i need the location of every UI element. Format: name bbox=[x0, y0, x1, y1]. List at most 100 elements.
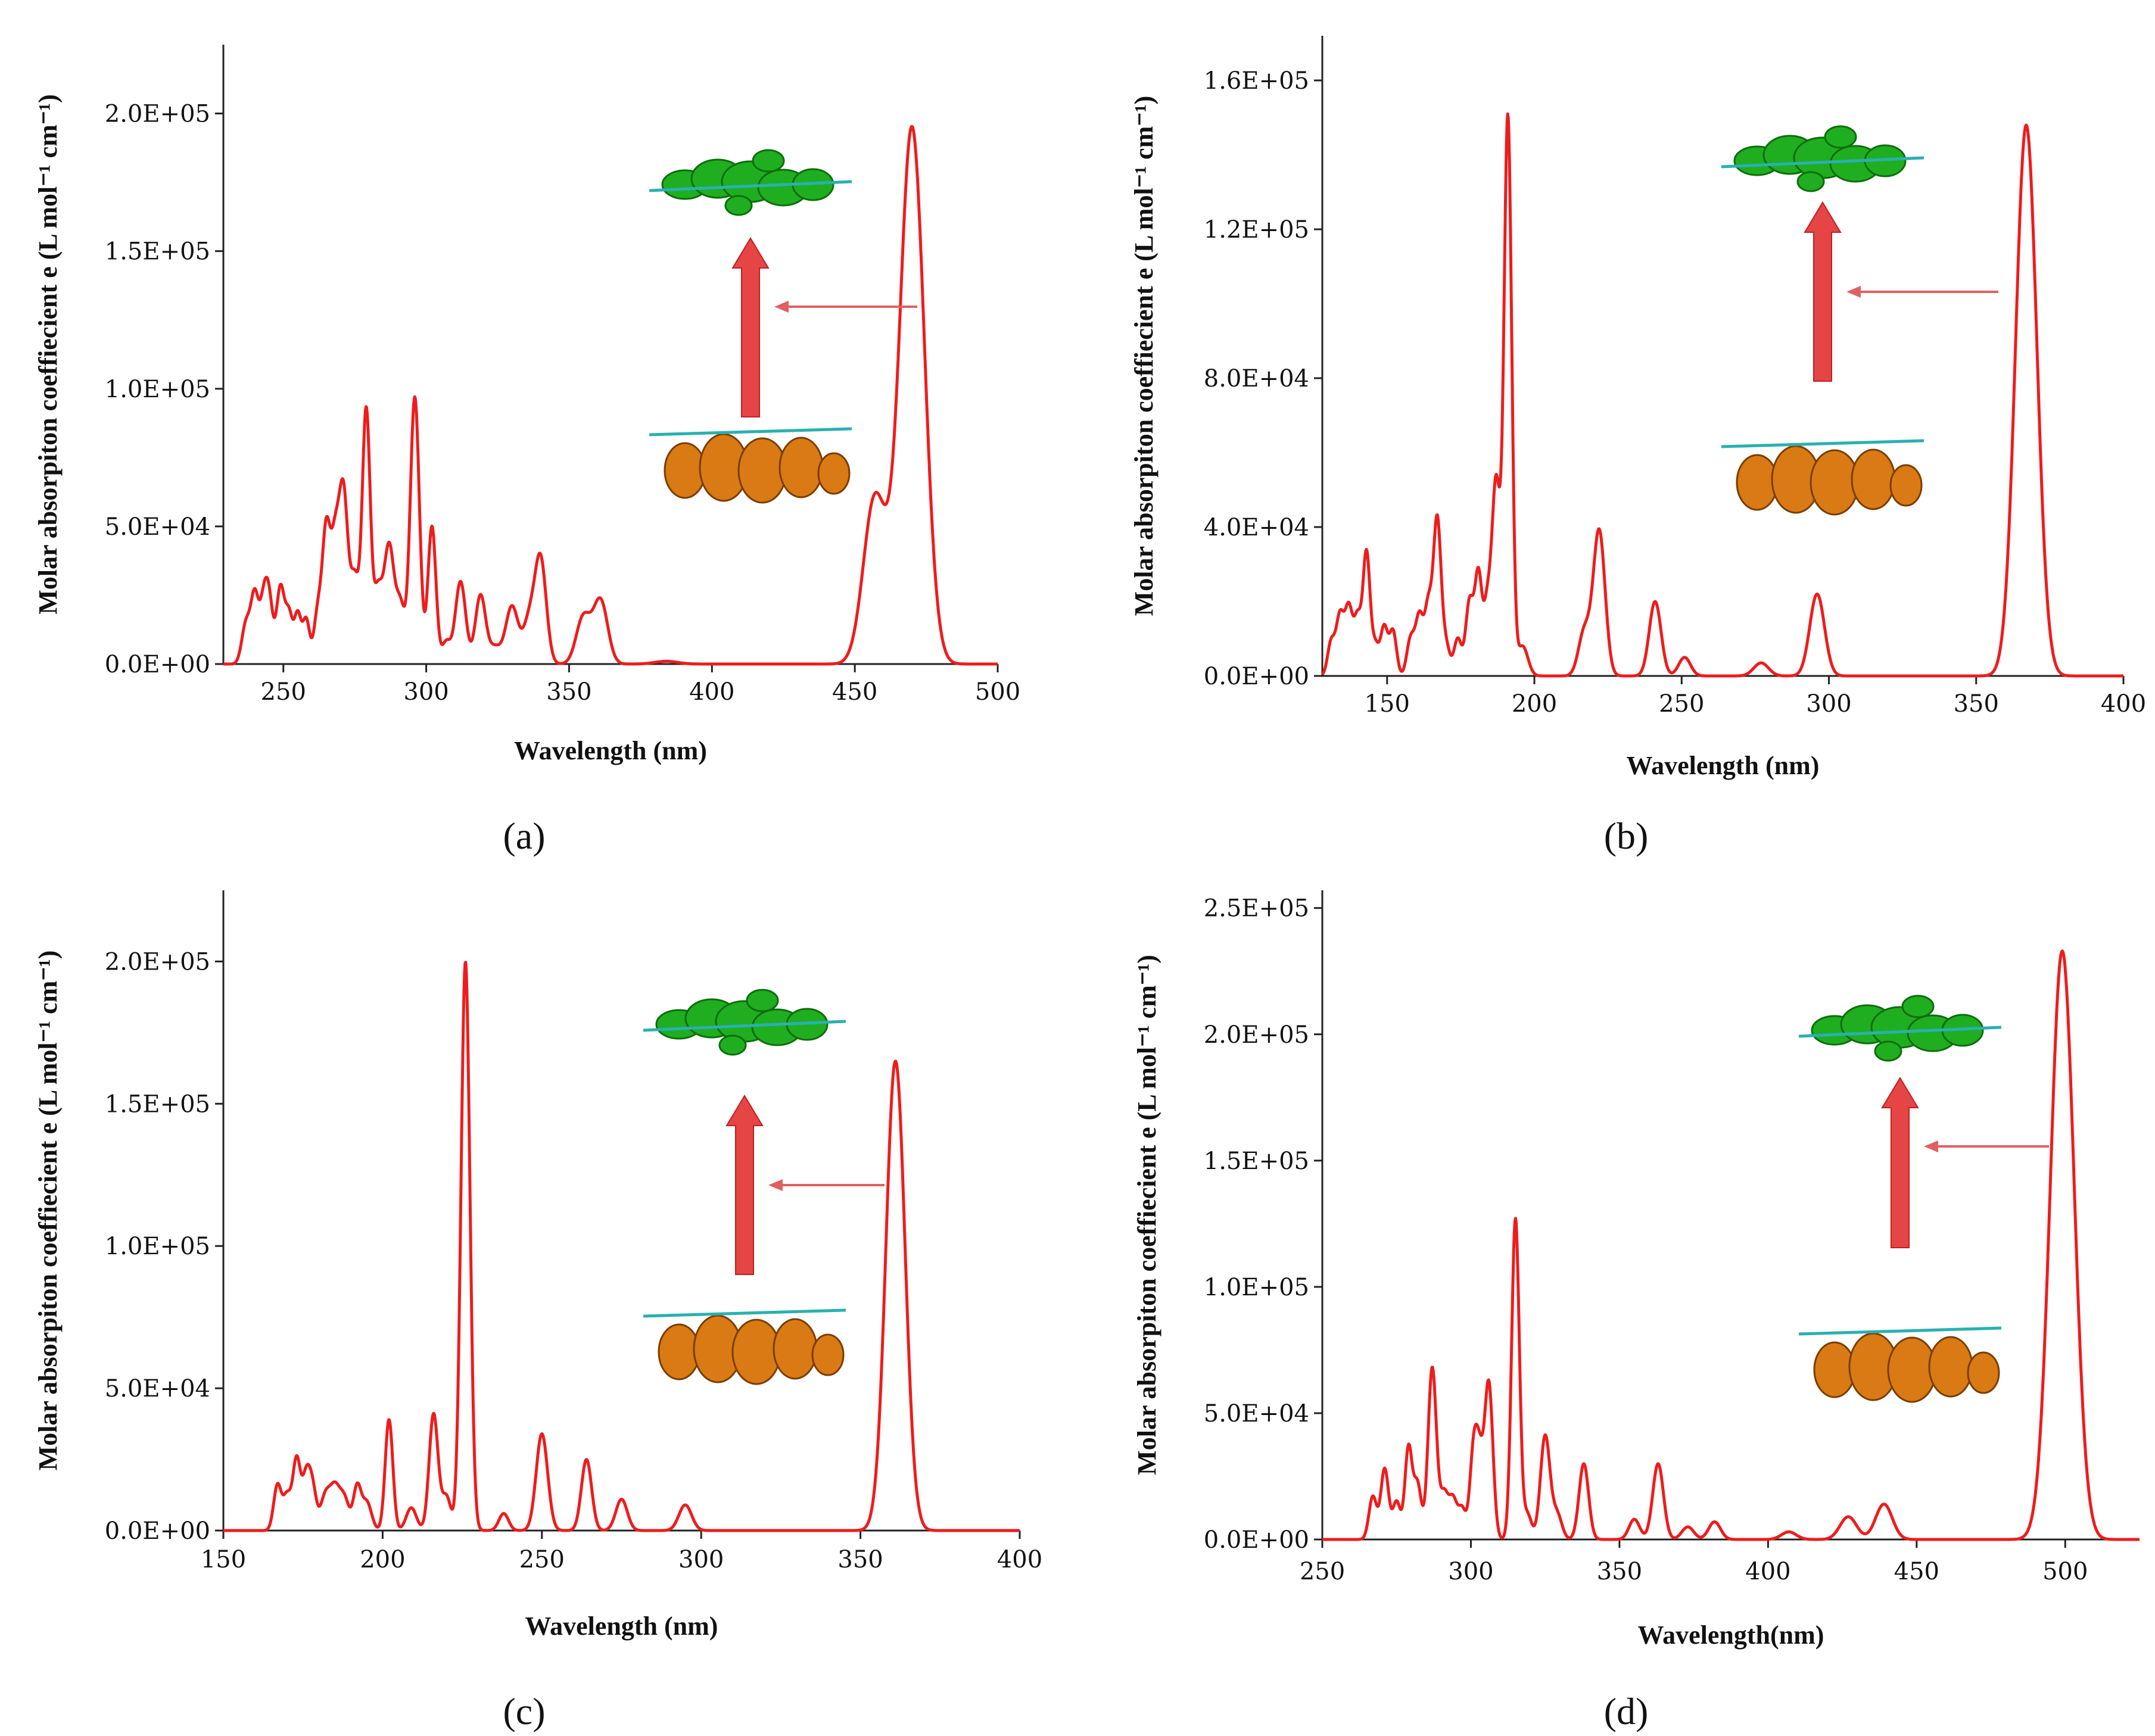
pointer-arrowhead bbox=[774, 301, 789, 313]
y-axis-title: Molar absorpiton coeffiecient e (L mol⁻¹… bbox=[33, 950, 63, 1471]
x-tick-label: 400 bbox=[1745, 1558, 1790, 1585]
panel-caption: (a) bbox=[503, 815, 545, 857]
lumo-lobe bbox=[1901, 995, 1935, 1018]
lumo-orbital-image bbox=[1798, 995, 2002, 1062]
pointer-arrowhead bbox=[1924, 1140, 1938, 1152]
x-tick-label: 400 bbox=[689, 678, 734, 706]
homo-orbital-image bbox=[1721, 439, 1924, 516]
molecule-backbone bbox=[649, 427, 852, 437]
homo-orbital-image bbox=[643, 1308, 846, 1385]
x-tick-label: 500 bbox=[2042, 1558, 2088, 1585]
lumo-lobe bbox=[1796, 171, 1825, 192]
lumo-orbital-image bbox=[649, 149, 852, 216]
x-tick-label: 150 bbox=[1365, 690, 1410, 718]
y-tick-label: 2.0E+05 bbox=[1204, 1021, 1309, 1049]
pointer-arrowhead bbox=[768, 1179, 783, 1191]
lumo-lobe bbox=[746, 989, 779, 1012]
molecule-backbone bbox=[643, 1020, 846, 1032]
homo-orbital-image bbox=[1798, 1326, 2002, 1403]
homo-lobe bbox=[778, 437, 824, 498]
transition-arrow bbox=[1804, 201, 1842, 382]
x-tick-label: 400 bbox=[2101, 690, 2146, 718]
x-tick-label: 350 bbox=[1597, 1558, 1642, 1585]
x-tick-label: 400 bbox=[997, 1546, 1042, 1573]
panel-caption: (d) bbox=[1604, 1690, 1649, 1732]
transition-arrow bbox=[731, 237, 770, 417]
pointer-arrowhead bbox=[1846, 286, 1861, 298]
x-tick-label: 450 bbox=[1894, 1558, 1939, 1585]
molecule-backbone bbox=[649, 180, 852, 192]
x-tick-label: 300 bbox=[1448, 1558, 1493, 1585]
panel-caption: (c) bbox=[503, 1690, 545, 1732]
x-tick-label: 250 bbox=[519, 1546, 565, 1573]
x-tick-label: 450 bbox=[832, 678, 877, 706]
lumo-lobe bbox=[718, 1034, 747, 1056]
homo-lobe bbox=[1967, 1351, 2000, 1394]
x-tick-label: 350 bbox=[1954, 690, 1999, 718]
homo-lobe bbox=[773, 1318, 818, 1380]
spectrum-line bbox=[222, 961, 1021, 1532]
lumo-orbital-image bbox=[643, 989, 846, 1056]
y-tick-label: 5.0E+04 bbox=[105, 1375, 210, 1402]
molecule-backbone bbox=[1721, 156, 1924, 169]
y-tick-label: 2.5E+05 bbox=[1204, 895, 1309, 922]
y-axis-title: Molar absorpiton coeffiecient e (L mol⁻¹… bbox=[1129, 96, 1159, 616]
y-tick-label: 1.2E+05 bbox=[1204, 216, 1309, 244]
y-tick-label: 0.0E+00 bbox=[1204, 663, 1309, 690]
y-tick-label: 1.0E+05 bbox=[105, 1233, 210, 1260]
y-tick-label: 0.0E+00 bbox=[1204, 1526, 1309, 1554]
y-axis-title: Molar absorpiton coeffiecient e (L mol⁻¹… bbox=[1132, 955, 1161, 1475]
lumo-lobe bbox=[1874, 1040, 1902, 1062]
panel-caption: (b) bbox=[1604, 815, 1649, 857]
y-tick-label: 2.0E+05 bbox=[105, 948, 210, 975]
x-axis-title: Wavelength (nm) bbox=[514, 736, 707, 765]
molecule-backbone bbox=[1721, 439, 1924, 448]
x-tick-label: 300 bbox=[403, 678, 449, 706]
spectrum-line bbox=[1321, 949, 2141, 1541]
homo-lobe bbox=[1851, 448, 1896, 510]
homo-lobe bbox=[1889, 464, 1923, 507]
y-tick-label: 0.0E+00 bbox=[105, 1517, 210, 1545]
x-tick-label: 350 bbox=[546, 678, 591, 706]
y-tick-label: 1.0E+05 bbox=[105, 376, 210, 403]
x-axis-title: Wavelength(nm) bbox=[1638, 1620, 1824, 1650]
x-tick-label: 350 bbox=[837, 1546, 883, 1573]
x-tick-label: 200 bbox=[360, 1546, 405, 1573]
x-tick-label: 500 bbox=[975, 678, 1020, 706]
lumo-orbital-image bbox=[1721, 125, 1924, 192]
y-tick-label: 1.5E+05 bbox=[105, 1090, 210, 1118]
y-tick-label: 1.5E+05 bbox=[1204, 1148, 1309, 1175]
y-tick-label: 5.0E+04 bbox=[105, 513, 210, 541]
x-axis-title: Wavelength (nm) bbox=[1627, 751, 1820, 780]
y-axis-title: Molar absorpiton coeffiecient e (L mol⁻¹… bbox=[33, 94, 63, 615]
homo-lobe bbox=[1928, 1336, 1973, 1398]
x-tick-label: 300 bbox=[1806, 690, 1851, 718]
lumo-lobe bbox=[724, 195, 753, 216]
molecule-backbone bbox=[1798, 1026, 2002, 1038]
y-tick-label: 1.6E+05 bbox=[1204, 67, 1309, 95]
lumo-lobe bbox=[1824, 125, 1857, 149]
x-tick-label: 250 bbox=[261, 678, 306, 706]
molecule-backbone bbox=[643, 1308, 846, 1318]
homo-lobe bbox=[811, 1333, 845, 1376]
y-tick-label: 4.0E+04 bbox=[1204, 514, 1309, 541]
x-tick-label: 150 bbox=[201, 1546, 246, 1573]
molecule-backbone bbox=[1798, 1326, 2002, 1336]
y-tick-label: 0.0E+00 bbox=[105, 651, 210, 678]
lumo-lobe bbox=[752, 149, 785, 173]
y-tick-label: 2.0E+05 bbox=[105, 101, 210, 128]
panel-b: 0.0E+00 4.0E+04 8.0E+04 1.2E+05 1.6E+05 150 20… bbox=[1129, 36, 2146, 857]
panel-a: 0.0E+00 5.0E+04 1.0E+05 1.5E+05 2.0E+05 250 30… bbox=[33, 45, 1020, 857]
spectrum-line bbox=[1321, 112, 2125, 678]
x-tick-label: 250 bbox=[1659, 690, 1704, 718]
homo-lobe bbox=[817, 452, 851, 495]
x-tick-label: 200 bbox=[1512, 690, 1557, 718]
homo-orbital-image bbox=[649, 427, 852, 504]
y-tick-label: 5.0E+04 bbox=[1204, 1400, 1309, 1428]
panel-d: 0.0E+00 5.0E+04 1.0E+05 1.5E+05 2.0E+05 2.5E+… bbox=[1132, 890, 2141, 1732]
transition-arrow bbox=[725, 1095, 764, 1275]
x-axis-title: Wavelength (nm) bbox=[525, 1612, 718, 1641]
transition-arrow bbox=[1881, 1077, 1919, 1248]
y-tick-label: 8.0E+04 bbox=[1204, 365, 1309, 392]
x-tick-label: 300 bbox=[678, 1546, 724, 1573]
